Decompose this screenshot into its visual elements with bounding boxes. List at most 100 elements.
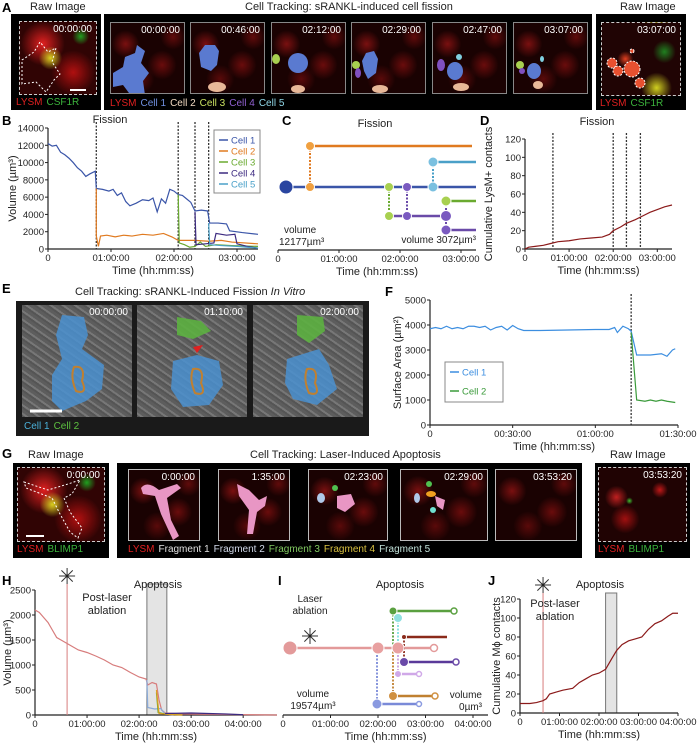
- cell-2-shape: [453, 83, 469, 91]
- fragment-1-shape: [337, 494, 355, 512]
- lineage-node: [440, 210, 452, 222]
- x-tick-label: 01:00:00: [577, 429, 614, 440]
- y-tick-label: 40: [510, 208, 521, 219]
- cell-2-shape: [291, 85, 305, 93]
- tracking-panel: 00:00:00 00:46:00 02:12:00 02:29:00 02:4…: [104, 14, 592, 110]
- legend-label: Cell 3: [231, 158, 255, 169]
- x-tick-label: 01:00:00: [551, 253, 588, 264]
- lineage-node: [282, 640, 298, 656]
- legend-lysm: LYSM: [128, 544, 155, 555]
- lineage-node: [431, 692, 439, 700]
- legend-lysm: LYSM: [600, 98, 627, 109]
- tracking-frame-3: 02:12:00: [271, 22, 346, 94]
- star-center: [541, 583, 545, 587]
- in-vitro-frame-3: 02:00:00: [253, 305, 363, 417]
- cell-3-shape: [516, 61, 524, 69]
- cell-1-shape: [285, 349, 337, 405]
- x-tick-label: 0: [517, 717, 522, 728]
- timestamp: 0:00:00: [161, 472, 195, 483]
- x-axis-title: Time (hh:mm:ss): [557, 265, 639, 277]
- raw-image-title-left: Raw Image: [28, 449, 84, 461]
- legend-label: Cell 4: [231, 169, 255, 180]
- cell-2-shape: [208, 82, 226, 92]
- fragment-1-shape: [435, 496, 445, 510]
- laser-star-icon: [59, 568, 76, 584]
- start-volume-label: 12177µm³: [279, 237, 325, 248]
- tracking-frame-4: 02:29:00: [400, 469, 488, 541]
- lineage-node: [399, 657, 409, 667]
- fission-marker: [193, 345, 203, 353]
- timestamp: 00:00:00: [53, 24, 92, 35]
- y-tick-label: 60: [505, 652, 516, 663]
- chart-title: Fission: [358, 118, 393, 130]
- cell-3-shape: [272, 54, 280, 64]
- cell-2-shape: [297, 315, 325, 343]
- laser-ablation-label: Laser: [297, 594, 323, 605]
- cell-2-shape: [177, 317, 211, 339]
- cell-4-shape: [355, 68, 361, 78]
- x-tick-label: 0: [45, 253, 50, 264]
- y-tick-label: 8000: [23, 175, 44, 186]
- tracking-frame-1: 0:00:00: [128, 469, 200, 541]
- cell-outline: [21, 41, 86, 93]
- raw-image: 00:00:00: [19, 21, 97, 95]
- timestamp: 03:53:20: [643, 470, 682, 481]
- in-vitro-legend: Cell 1 Cell 2: [24, 421, 83, 432]
- raw-image-panel-right: 03:07:00 LYSM CSF1R: [596, 14, 686, 110]
- lineage-node: [427, 181, 439, 193]
- chart-title: Fission: [93, 114, 128, 126]
- lineage-node: [440, 195, 452, 207]
- legend-blimp1: BLIMP1: [628, 544, 665, 555]
- legend-cell-4: Cell 4: [229, 98, 255, 109]
- annotation-post-laser-ablation: Post-laser: [530, 598, 580, 610]
- panel-label-f: F: [385, 284, 393, 299]
- legend-cell-1: Cell 1: [140, 98, 167, 109]
- panel-label-b: B: [2, 113, 12, 128]
- cell-1-shape: [113, 45, 149, 93]
- lineage-node: [415, 670, 423, 678]
- x-tick-label: 01:00:00: [69, 719, 106, 730]
- x-tick-label: 03:00:00: [219, 253, 256, 264]
- x-axis-title: Time (hh:mm:ss): [513, 441, 595, 453]
- lineage-node: [440, 224, 452, 236]
- x-tick-label: 02:00:00: [581, 717, 618, 728]
- timestamp: 02:29:00: [444, 472, 483, 483]
- x-tick-label: 03:00:00: [407, 719, 444, 730]
- cell-1-shape: [199, 45, 219, 71]
- star-center: [308, 634, 312, 638]
- legend-lysm: LYSM: [16, 97, 43, 108]
- x-tick-label: 0: [522, 253, 527, 264]
- x-tick-label: 03:00:00: [443, 254, 480, 265]
- lineage-node: [402, 211, 412, 221]
- series-line-fragment-1: [34, 609, 278, 716]
- lineage-node: [450, 607, 458, 615]
- x-tick-label: 01:00:00: [312, 719, 349, 730]
- timestamp: 03:53:20: [533, 472, 572, 483]
- timestamp: 0:00:00: [66, 470, 100, 481]
- y-axis-title: Cumulative Mϕ contacts: [491, 597, 503, 715]
- chart-title: Apoptosis: [376, 579, 425, 591]
- lineage-node: [305, 182, 315, 192]
- cell-1-shape: [527, 63, 541, 79]
- y-tick-label: 100: [505, 153, 521, 164]
- y-tick-label: 120: [505, 135, 521, 146]
- start-volume-label: volume: [297, 689, 330, 700]
- y-tick-label: 2500: [10, 586, 31, 597]
- y-tick-label: 5000: [405, 296, 426, 307]
- lineage-node: [429, 643, 439, 653]
- x-tick-label: 0: [280, 719, 285, 730]
- annotation-post-laser-ablation: ablation: [536, 611, 575, 623]
- legend-blimp1: BLIMP1: [47, 544, 84, 555]
- x-axis-title: Time (hh:mm:ss): [344, 731, 426, 743]
- series-line-cell-2: [95, 188, 259, 247]
- y-tick-label: 3000: [405, 346, 426, 357]
- y-tick-label: 2000: [23, 227, 44, 238]
- x-tick-label: 00:30:00: [494, 429, 531, 440]
- timestamp: 02:29:00: [382, 25, 421, 36]
- legend-label: Cell 2: [462, 387, 486, 398]
- lineage-node: [384, 211, 394, 221]
- legend-fragment-5: Fragment 5: [379, 544, 431, 555]
- end-volume-label: volume: [450, 690, 483, 701]
- lineage-node: [388, 606, 398, 616]
- panel-label-c: C: [282, 113, 292, 128]
